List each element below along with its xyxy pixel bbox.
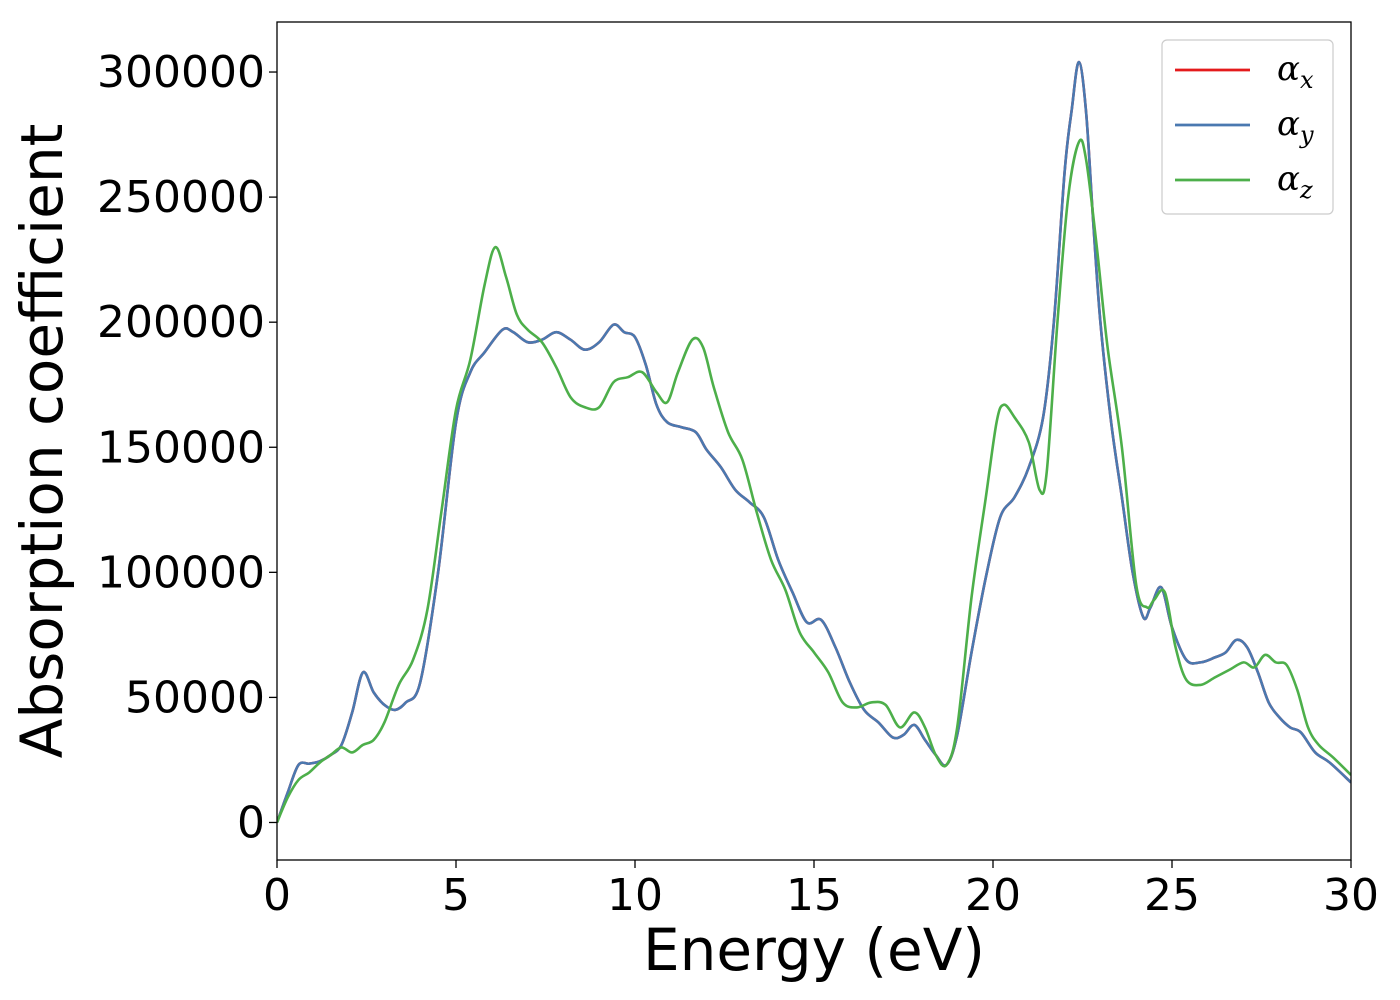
y-tick-label: 300000 <box>97 47 265 98</box>
series-line-z <box>277 138 1351 823</box>
y-axis-ticks: 0 50000 100000 150000 200000 250000 300000 <box>97 47 277 848</box>
legend-label-y: αy <box>1277 104 1314 149</box>
y-axis-label: Absorption coefficient <box>8 124 76 759</box>
y-tick-label: 200000 <box>97 297 265 348</box>
x-tick-label: 15 <box>786 870 842 921</box>
legend-box <box>1161 39 1334 215</box>
legend: αx αy αz <box>1161 39 1334 215</box>
y-tick-label: 100000 <box>97 547 265 598</box>
legend-label-z: αz <box>1277 159 1313 204</box>
series-layer <box>277 60 1351 823</box>
x-tick-label: 30 <box>1323 870 1379 921</box>
x-tick-label: 10 <box>607 870 663 921</box>
x-tick-label: 20 <box>965 870 1021 921</box>
x-axis-label: Energy (eV) <box>643 916 985 984</box>
x-axis-ticks: 0 5 10 15 20 25 30 <box>263 860 1379 921</box>
y-tick-label: 50000 <box>125 672 265 723</box>
x-tick-label: 5 <box>442 870 470 921</box>
y-tick-label: 150000 <box>97 422 265 473</box>
y-tick-label: 250000 <box>97 172 265 223</box>
legend-label-x: αx <box>1277 49 1314 94</box>
x-tick-label: 25 <box>1144 870 1200 921</box>
y-tick-label: 0 <box>237 797 265 848</box>
series-line-y <box>277 60 1351 823</box>
x-tick-label: 0 <box>263 870 291 921</box>
